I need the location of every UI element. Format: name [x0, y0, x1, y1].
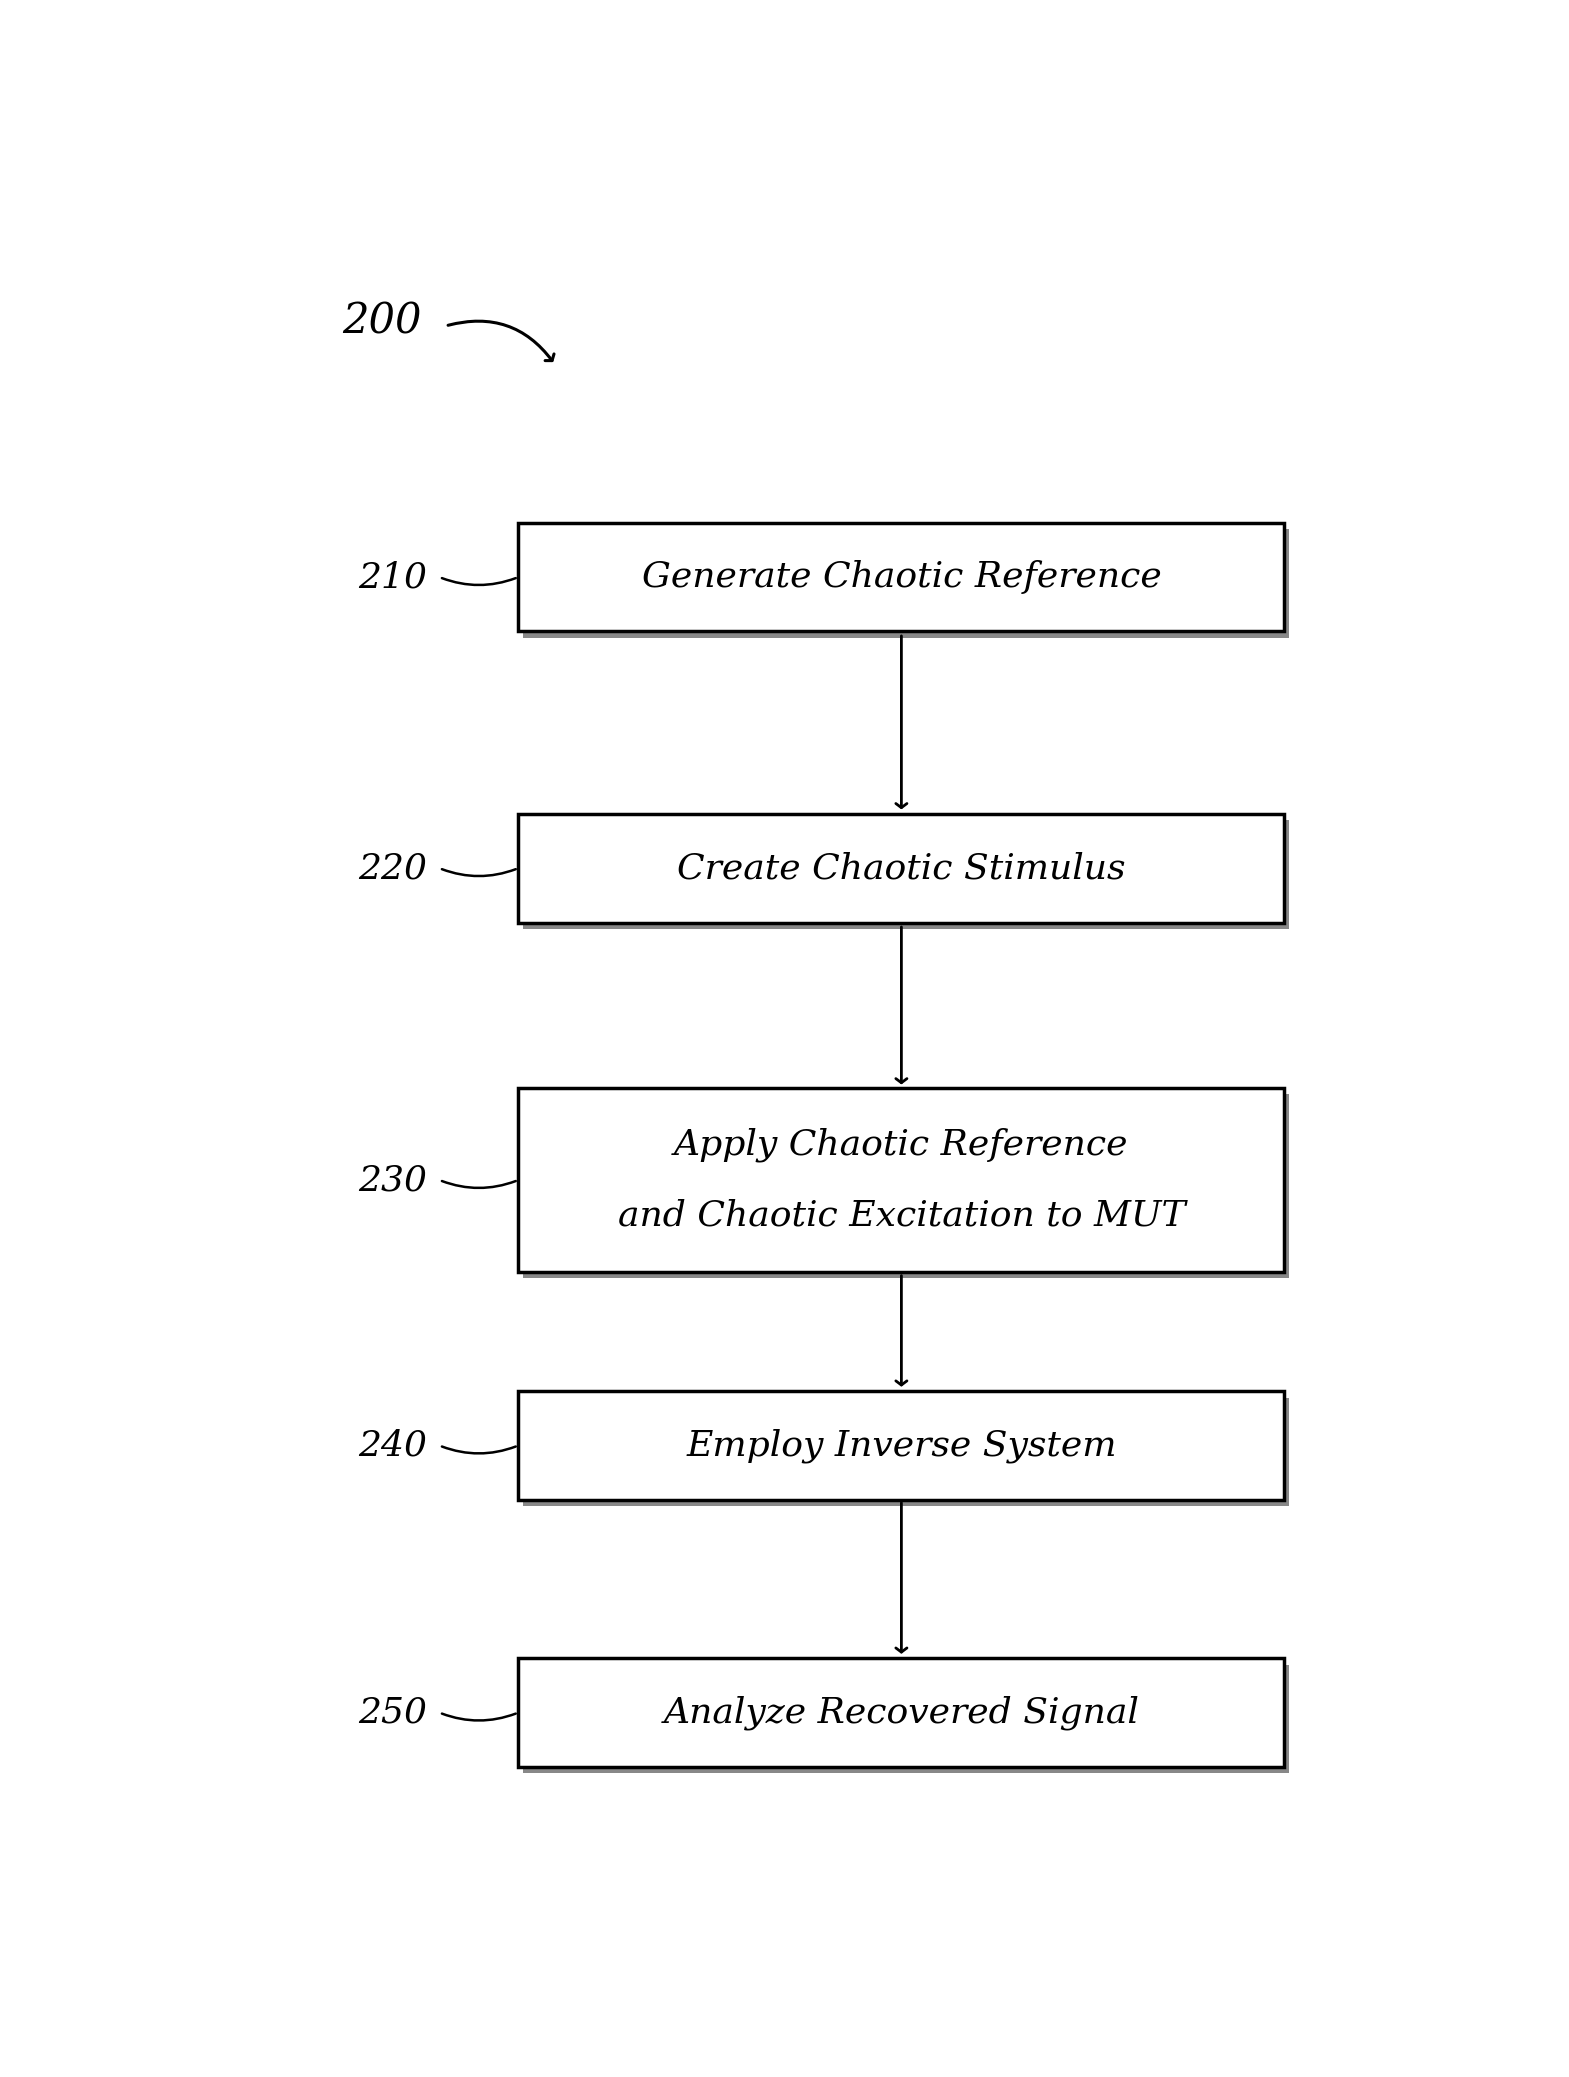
Text: 200: 200 [342, 301, 422, 343]
Text: 250: 250 [358, 1695, 427, 1730]
Text: Employ Inverse System: Employ Inverse System [686, 1429, 1117, 1462]
Bar [518, 1392, 1285, 1500]
Bar [518, 1088, 1285, 1271]
Text: Generate Chaotic Reference: Generate Chaotic Reference [642, 561, 1161, 594]
Text: 210: 210 [358, 561, 427, 594]
Bar [522, 1398, 1290, 1506]
Bar [522, 820, 1290, 928]
Text: 220: 220 [358, 852, 427, 885]
Text: Create Chaotic Stimulus: Create Chaotic Stimulus [678, 852, 1125, 885]
Text: and Chaotic Excitation to MUT: and Chaotic Excitation to MUT [618, 1198, 1185, 1232]
Bar [522, 1664, 1290, 1774]
Bar [518, 1657, 1285, 1768]
Bar [518, 523, 1285, 631]
Bar [522, 1095, 1290, 1277]
Text: Apply Chaotic Reference: Apply Chaotic Reference [675, 1128, 1128, 1163]
Text: 230: 230 [358, 1163, 427, 1196]
Text: Analyze Recovered Signal: Analyze Recovered Signal [664, 1695, 1139, 1730]
Bar [522, 530, 1290, 638]
Bar [518, 814, 1285, 922]
Text: 240: 240 [358, 1429, 427, 1462]
